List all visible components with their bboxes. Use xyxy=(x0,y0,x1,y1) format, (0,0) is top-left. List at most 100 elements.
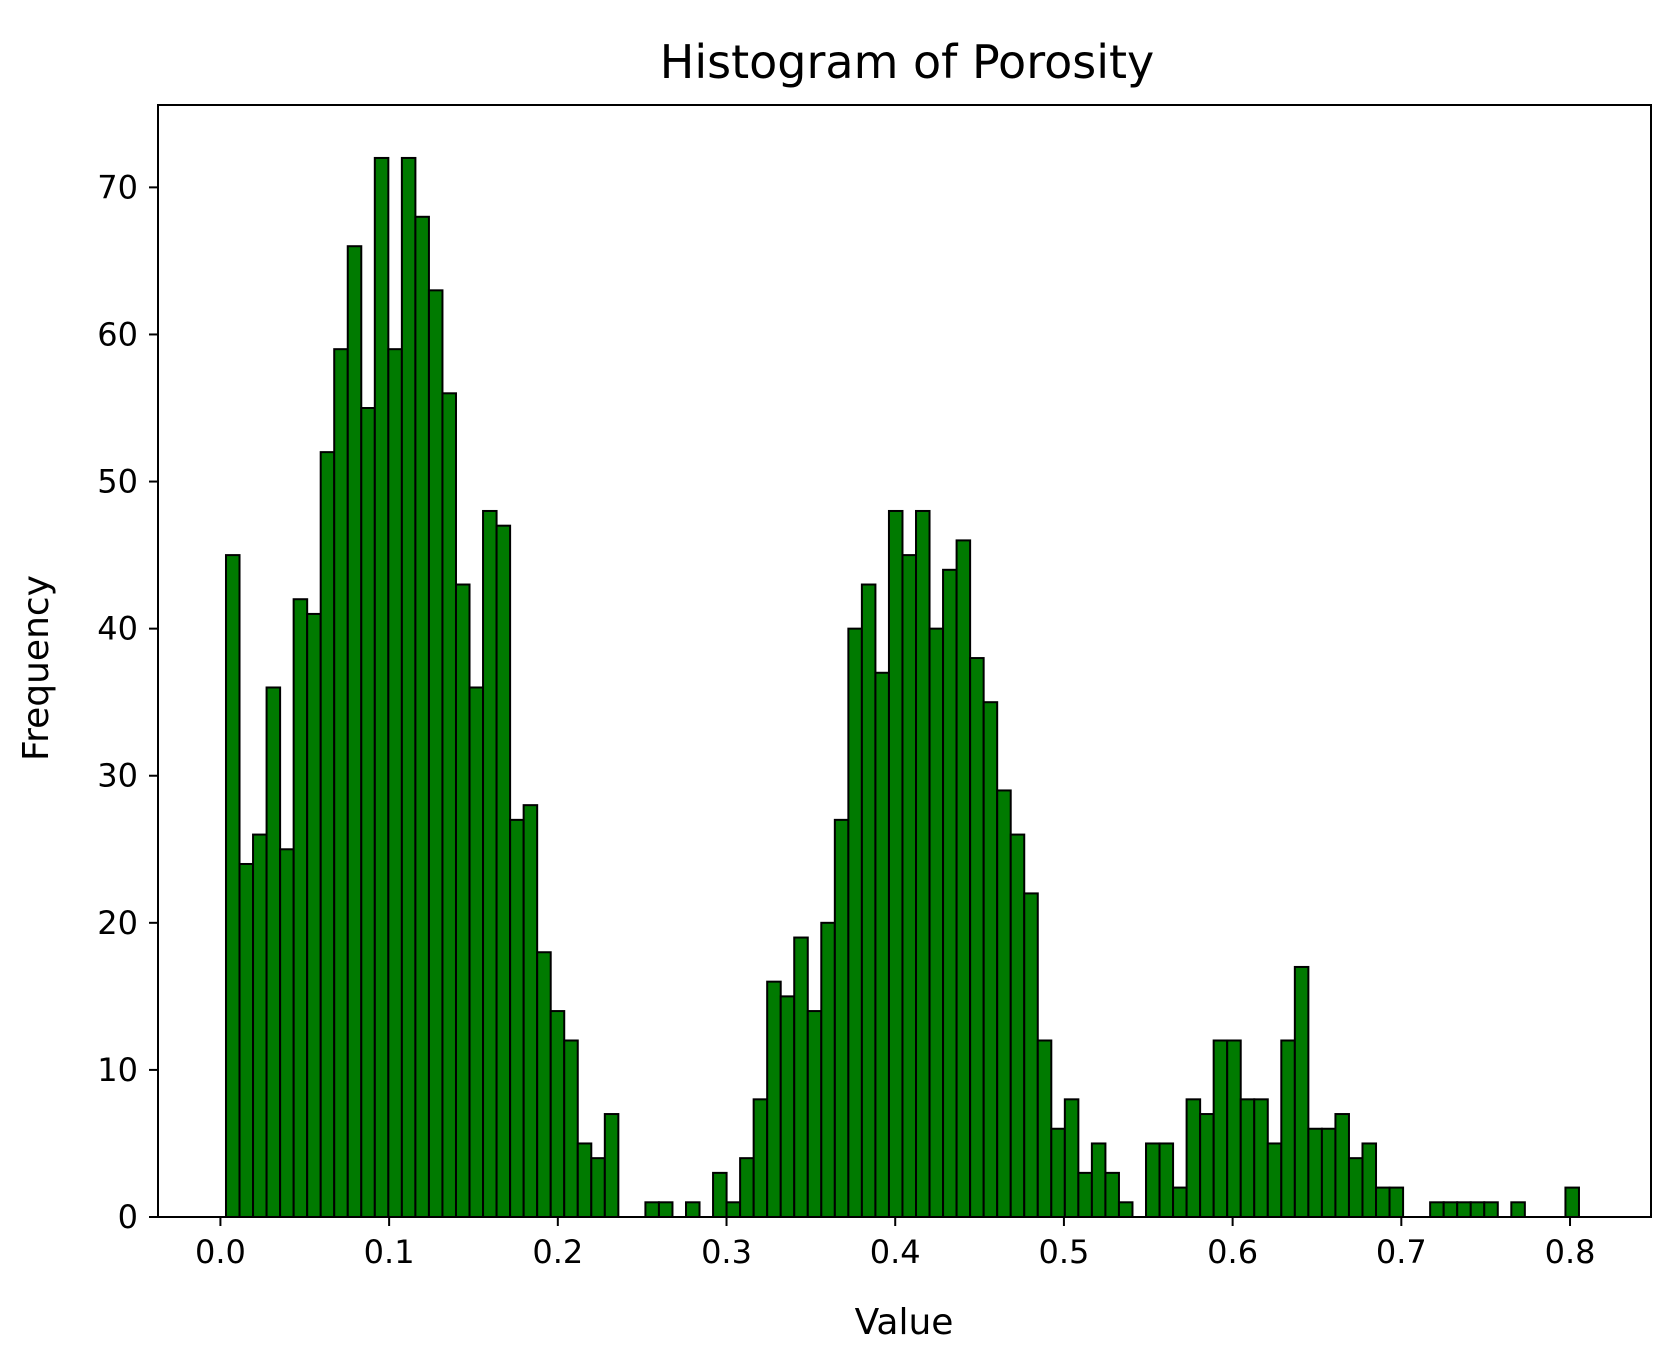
y-tick-label: 20 xyxy=(97,904,138,942)
histogram-bar xyxy=(509,818,525,1218)
histogram-bar xyxy=(1456,1201,1472,1219)
histogram-bar xyxy=(1172,1186,1188,1218)
histogram-bar xyxy=(1009,833,1026,1218)
histogram-bar xyxy=(590,1157,606,1219)
histogram-bar xyxy=(576,1142,593,1218)
histogram-bar xyxy=(860,583,877,1218)
histogram-bar xyxy=(441,392,457,1218)
histogram-bar xyxy=(779,995,796,1218)
y-tick-label: 30 xyxy=(97,757,138,795)
histogram-bar xyxy=(387,348,403,1219)
bars-layer xyxy=(224,156,1580,1219)
histogram-bar xyxy=(820,921,836,1218)
histogram-bar xyxy=(1564,1186,1580,1218)
histogram-bar xyxy=(238,862,255,1218)
histogram-bar xyxy=(224,554,241,1218)
histogram-bar xyxy=(1388,1186,1405,1218)
histogram-bar xyxy=(454,583,471,1218)
histogram-bar xyxy=(468,686,485,1218)
histogram-bar xyxy=(495,524,512,1218)
histogram-bar xyxy=(1483,1201,1499,1219)
histogram-bar xyxy=(915,509,931,1219)
histogram-bar xyxy=(1320,1127,1337,1218)
histogram-bar xyxy=(603,1113,620,1219)
histogram-bar xyxy=(955,539,972,1218)
histogram-bar xyxy=(319,451,336,1218)
histogram-bar xyxy=(563,1039,579,1218)
histogram-bar xyxy=(1239,1098,1256,1218)
x-tick-label: 0.7 xyxy=(1376,1233,1427,1271)
y-axis-ticks: 0 10 20 30 40 50 60 70 xyxy=(97,168,158,1236)
histogram-bar xyxy=(1023,892,1039,1219)
plot-frame xyxy=(157,104,1652,1218)
histogram-bar xyxy=(549,1010,566,1218)
histogram-bar xyxy=(427,289,444,1218)
x-tick-label: 0.4 xyxy=(870,1233,921,1271)
histogram-bar xyxy=(847,627,863,1218)
y-tick-label: 70 xyxy=(97,168,138,206)
histogram-bar xyxy=(969,657,985,1218)
histogram-bar xyxy=(1090,1142,1107,1218)
y-tick-label: 10 xyxy=(97,1051,138,1089)
chart-title: Histogram of Porosity xyxy=(660,35,1155,89)
histogram-bar xyxy=(252,833,268,1218)
y-tick-label: 60 xyxy=(97,315,138,353)
histogram-bar xyxy=(752,1098,769,1218)
histogram-bar xyxy=(1253,1098,1269,1218)
histogram-bar xyxy=(1334,1113,1350,1219)
histogram-bar xyxy=(536,951,552,1218)
histogram-bar xyxy=(1266,1142,1283,1218)
histogram-bar xyxy=(360,407,376,1218)
histogram-bar xyxy=(279,848,295,1219)
histogram-bar xyxy=(1442,1201,1459,1219)
histogram-bar xyxy=(1375,1186,1391,1218)
histogram-bar xyxy=(414,215,430,1219)
y-tick-label: 50 xyxy=(97,463,138,501)
histogram-bar xyxy=(1050,1127,1066,1218)
histogram-bar xyxy=(1063,1098,1080,1218)
histogram-bar xyxy=(1226,1039,1242,1218)
histogram-bar xyxy=(928,627,945,1218)
histogram-bar xyxy=(1307,1127,1323,1218)
histogram-bar xyxy=(1104,1171,1120,1218)
histogram-bar xyxy=(1212,1039,1229,1218)
histogram-bar xyxy=(725,1201,742,1219)
histogram-bar xyxy=(346,245,363,1218)
histogram-bar xyxy=(400,156,417,1219)
histogram-bar xyxy=(806,1010,823,1218)
x-tick-label: 0.0 xyxy=(195,1233,246,1271)
histogram-bar xyxy=(1036,1039,1053,1218)
histogram-bar xyxy=(522,804,539,1219)
histogram-bar xyxy=(887,509,904,1219)
histogram-bar xyxy=(333,348,349,1219)
x-tick-label: 0.8 xyxy=(1545,1233,1596,1271)
histogram-bar xyxy=(1158,1142,1175,1218)
histogram-bar xyxy=(833,818,850,1218)
histogram-bar xyxy=(1510,1201,1526,1219)
histogram-bar xyxy=(1145,1142,1161,1218)
histogram-bar xyxy=(712,1171,728,1218)
histogram-bar xyxy=(1293,965,1310,1219)
histogram-bar xyxy=(306,612,322,1218)
histogram-bar xyxy=(265,686,282,1218)
y-tick-label: 40 xyxy=(97,610,138,648)
x-tick-label: 0.5 xyxy=(1038,1233,1089,1271)
histogram-bar xyxy=(766,980,782,1218)
y-axis-label: Frequency xyxy=(16,575,57,761)
histogram-bar xyxy=(942,568,958,1218)
y-tick-label: 0 xyxy=(118,1198,138,1236)
histogram-bar xyxy=(793,936,809,1219)
histogram-bar xyxy=(685,1201,701,1219)
histogram-bar xyxy=(1199,1113,1215,1219)
histogram-bar xyxy=(1469,1201,1486,1219)
histogram-bar xyxy=(1429,1201,1445,1219)
x-axis-ticks: 0.0 0.1 0.2 0.3 0.4 0.5 0.6 0.7 0.8 xyxy=(195,1217,1595,1271)
histogram-bar xyxy=(1077,1171,1093,1218)
histogram-bar xyxy=(657,1201,674,1219)
x-tick-label: 0.6 xyxy=(1207,1233,1258,1271)
x-tick-label: 0.2 xyxy=(532,1233,583,1271)
histogram-bar xyxy=(1117,1201,1134,1219)
x-axis-label: Value xyxy=(855,1302,954,1343)
histogram-bar xyxy=(1347,1157,1364,1219)
